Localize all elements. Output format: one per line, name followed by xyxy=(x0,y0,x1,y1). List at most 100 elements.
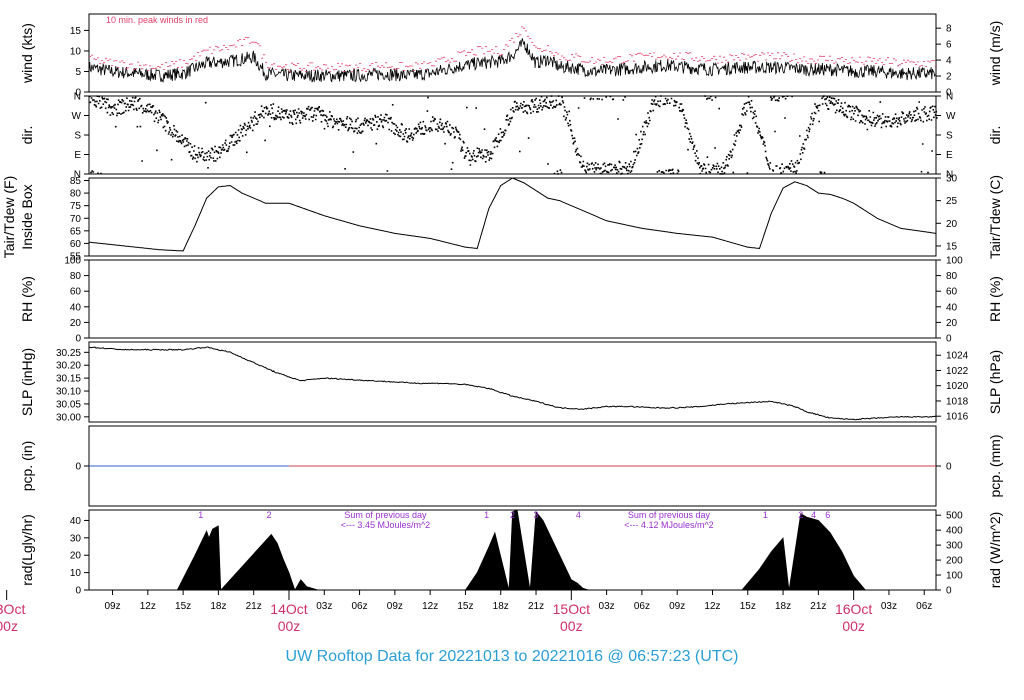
day-label: 15Oct xyxy=(553,601,590,617)
slp-left-tick-label: 30.00 xyxy=(56,412,81,423)
wind-panel-frame xyxy=(88,13,937,93)
rh-left-tick-label: 40 xyxy=(70,302,82,313)
slp-right-tick-label: 1024 xyxy=(946,351,969,362)
rh-left-tick-label: 80 xyxy=(70,271,82,282)
dir-left-tick-label: N xyxy=(74,92,81,103)
rh-right-tick-label: 60 xyxy=(946,287,958,298)
temp-right-tick-label: 15 xyxy=(946,241,958,252)
radiation-marker: 3 xyxy=(534,510,539,520)
rad-right-tick-label: 300 xyxy=(946,541,963,552)
dir-left-tick-label: E xyxy=(74,150,81,161)
rad-right-tick-label: 0 xyxy=(946,586,952,597)
rad-right-tick-label: 200 xyxy=(946,556,963,567)
day-time-label: 00z xyxy=(842,618,865,634)
rh-ylabel-right: RH (%) xyxy=(987,276,1003,322)
pcp-left-tick-label: 0 xyxy=(75,462,81,473)
x-tick-label: 06z xyxy=(352,601,368,612)
temp-left-tick-label: 75 xyxy=(70,201,82,212)
rad-right-tick-label: 100 xyxy=(946,571,963,582)
day-time-label: 00z xyxy=(278,618,301,634)
slp-left-tick-label: 30.15 xyxy=(56,374,81,385)
rh-ylabel-left: RH (%) xyxy=(19,276,35,322)
x-tick-label: 03z xyxy=(316,601,332,612)
pcp-ylabel-left: pcp. (in) xyxy=(19,441,35,492)
rh-right-tick-label: 80 xyxy=(946,271,958,282)
rh-right-tick-label: 0 xyxy=(946,334,952,345)
x-tick-label: 03z xyxy=(881,601,897,612)
radiation-marker: 2 xyxy=(510,510,515,520)
x-tick-label: 09z xyxy=(387,601,403,612)
dir-right-tick-label: S xyxy=(946,131,953,142)
temp-right-tick-label: 25 xyxy=(946,196,958,207)
radiation-marker: 1 xyxy=(484,510,489,520)
temp-left-tick-label: 65 xyxy=(70,226,82,237)
wind-left-tick-label: 5 xyxy=(75,67,81,78)
dir-left-tick-label: W xyxy=(72,111,82,122)
radiation-note-line2: <--- 3.45 MJoules/m^2 xyxy=(341,520,431,530)
radiation-note-line1: Sum of previous day xyxy=(628,510,711,520)
dir-ylabel-left: dir. xyxy=(19,126,35,145)
x-tick-label: 18z xyxy=(210,601,226,612)
dir-left-tick-label: N xyxy=(74,170,81,181)
rad-left-tick-label: 30 xyxy=(70,533,82,544)
temp-right-tick-label: 30 xyxy=(946,174,958,185)
day-label: 14Oct xyxy=(270,601,307,617)
temp-left-tick-label: 85 xyxy=(70,176,82,187)
slp-panel-frame xyxy=(88,341,937,423)
radiation-marker: 4 xyxy=(576,510,581,520)
x-tick-label: 18z xyxy=(775,601,791,612)
slp-right-tick-label: 1018 xyxy=(946,396,969,407)
rh-panel-frame xyxy=(88,259,937,339)
wind-annotation: 10 min. peak winds in red xyxy=(106,15,208,25)
x-tick-label: 12z xyxy=(422,601,438,612)
dir-right-tick-label: W xyxy=(946,111,956,122)
temp-ylabel-left: Tair/Tdew (F) xyxy=(1,176,17,258)
radiation-marker: 1 xyxy=(763,510,768,520)
temp-ylabel-left-2: Inside Box xyxy=(19,184,35,249)
radiation-marker: 2 xyxy=(266,510,271,520)
rad-left-tick-label: 10 xyxy=(70,568,82,579)
temp-series-line xyxy=(88,177,937,252)
temp-right-tick-label: 20 xyxy=(946,219,958,230)
wind-left-tick-label: 0 xyxy=(75,88,81,99)
radiation-note-line1: Sum of previous day xyxy=(344,510,427,520)
rad-ylabel-right: rad (W/m^2) xyxy=(987,512,1003,589)
rh-left-tick-label: 0 xyxy=(75,334,81,345)
temp-ylabel-right: Tair/Tdew (C) xyxy=(987,175,1003,259)
pcp-right-tick-label: 0 xyxy=(946,462,952,473)
rad-right-tick-label: 400 xyxy=(946,526,963,537)
wind-right-tick-label: 4 xyxy=(946,56,952,67)
temp-left-tick-label: 55 xyxy=(70,252,82,263)
x-tick-label: 12z xyxy=(704,601,720,612)
wind-peak-series xyxy=(89,26,938,73)
x-tick-label: 06z xyxy=(916,601,932,612)
x-tick-label: 15z xyxy=(175,601,191,612)
day-time-label: 00z xyxy=(0,618,18,634)
slp-ylabel-left: SLP (inHg) xyxy=(19,348,35,416)
rad-left-tick-label: 0 xyxy=(75,586,81,597)
slp-series-line xyxy=(89,346,937,421)
dir-ylabel-right: dir. xyxy=(987,126,1003,145)
rad-left-tick-label: 20 xyxy=(70,551,82,562)
slp-right-tick-label: 1020 xyxy=(946,381,969,392)
radiation-marker: 2 xyxy=(798,510,803,520)
rad-ylabel-left: rad(Lgly/hr) xyxy=(19,514,35,586)
wind-mean-series xyxy=(88,38,936,83)
day-time-label: 00z xyxy=(560,618,583,634)
pcp-ylabel-right: pcp. (mm) xyxy=(987,435,1003,498)
slp-right-tick-label: 1016 xyxy=(946,412,969,423)
wind-right-tick-label: 8 xyxy=(946,24,952,35)
rad-right-tick-label: 500 xyxy=(946,511,963,522)
wind-ylabel-left: wind (kts) xyxy=(19,23,35,84)
x-tick-label: 18z xyxy=(493,601,509,612)
wind-right-tick-label: 6 xyxy=(946,40,952,51)
slp-left-tick-label: 30.10 xyxy=(56,387,81,398)
rh-right-tick-label: 40 xyxy=(946,302,958,313)
slp-left-tick-label: 30.05 xyxy=(56,399,81,410)
x-tick-label: 09z xyxy=(104,601,120,612)
slp-left-tick-label: 30.20 xyxy=(56,361,81,372)
temp-left-tick-label: 70 xyxy=(70,214,82,225)
wind-left-tick-label: 15 xyxy=(70,26,82,37)
wind-right-tick-label: 0 xyxy=(946,88,952,99)
